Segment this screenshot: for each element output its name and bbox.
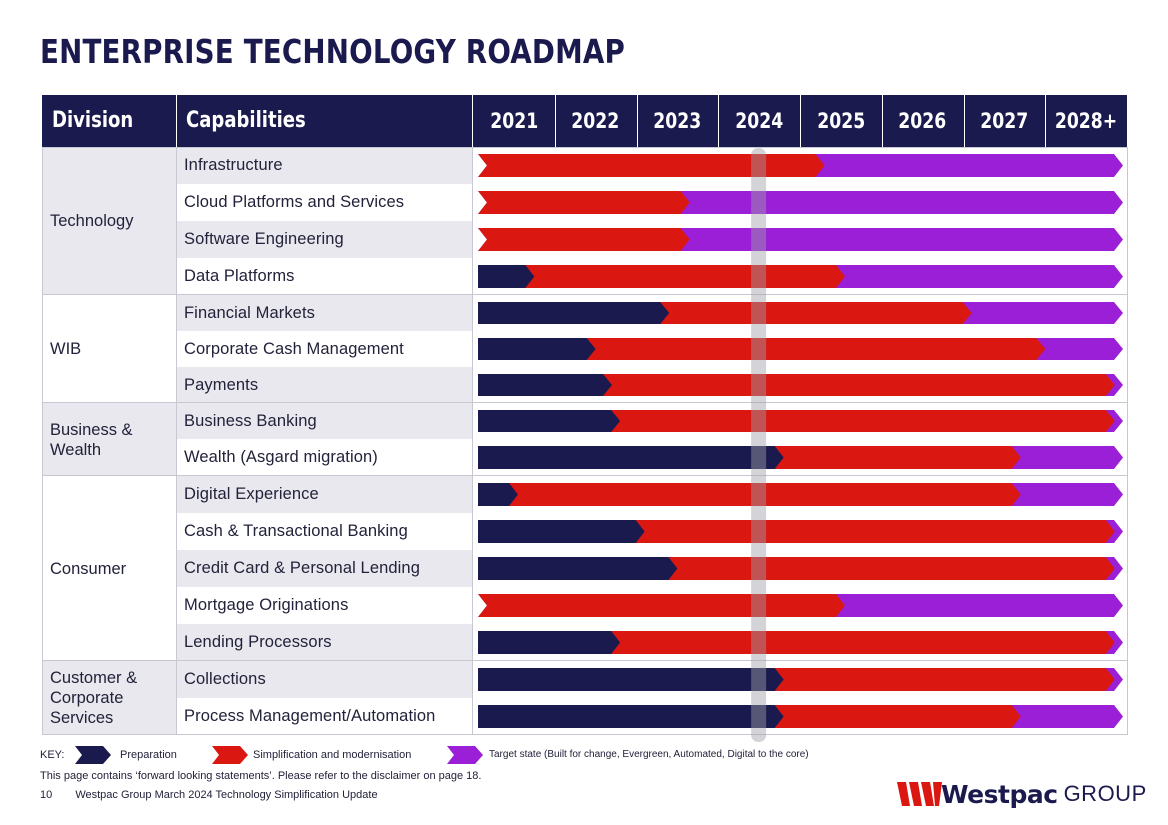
division-name: Consumer bbox=[50, 559, 127, 578]
header-separator bbox=[800, 95, 801, 147]
division-separator bbox=[42, 660, 1127, 661]
year-header: 2025 bbox=[816, 109, 865, 133]
division-column-header: Division bbox=[52, 108, 134, 133]
footer: 10 Westpac Group March 2024 Technology S… bbox=[40, 789, 378, 801]
year-header: 2027 bbox=[980, 109, 1029, 133]
capability-cell: Process Management/Automation bbox=[184, 707, 436, 725]
division-cell: Technology bbox=[42, 147, 176, 295]
header-separator bbox=[881, 95, 883, 147]
capability-cell: Collections bbox=[177, 661, 472, 698]
capability-cell: Wealth (Asgard migration) bbox=[184, 448, 378, 466]
header-separator bbox=[636, 95, 638, 147]
simplification-bar bbox=[478, 374, 1115, 396]
capability-cell: Data Platforms bbox=[184, 267, 295, 285]
page-title: ENTERPRISE TECHNOLOGY ROADMAP bbox=[40, 32, 625, 71]
capability-cell: Payments bbox=[177, 367, 472, 403]
column-separator bbox=[176, 147, 177, 735]
simplification-bar bbox=[478, 228, 690, 251]
simplification-bar bbox=[478, 191, 690, 214]
header-separator bbox=[963, 95, 965, 147]
capability-cell: Cash & Transactional Banking bbox=[184, 522, 408, 540]
column-separator bbox=[472, 147, 473, 735]
simplification-bar bbox=[478, 265, 845, 288]
preparation-bar bbox=[478, 668, 784, 691]
division-cell: Consumer bbox=[42, 476, 176, 661]
simplification-bar bbox=[478, 154, 825, 177]
legend: KEY: Preparation Simplification and mode… bbox=[40, 745, 940, 767]
preparation-bar bbox=[478, 338, 596, 360]
capability-cell: Infrastructure bbox=[177, 147, 472, 184]
preparation-swatch bbox=[75, 746, 111, 764]
year-header: 2024 bbox=[735, 109, 784, 133]
header-separator bbox=[718, 95, 720, 147]
header-separator bbox=[176, 95, 177, 147]
simplification-swatch bbox=[212, 746, 248, 764]
year-header: 2023 bbox=[653, 109, 702, 133]
year-header: 2026 bbox=[898, 109, 947, 133]
capability-cell: Business Banking bbox=[177, 403, 472, 439]
capability-cell: Credit Card & Personal Lending bbox=[177, 550, 472, 587]
preparation-bar bbox=[478, 705, 784, 728]
westpac-w-icon bbox=[897, 782, 942, 806]
roadmap-header bbox=[42, 95, 1127, 147]
disclaimer: This page contains ‘forward looking stat… bbox=[40, 770, 482, 782]
preparation-bar bbox=[478, 520, 645, 543]
preparation-bar bbox=[478, 557, 678, 580]
preparation-bar bbox=[478, 302, 670, 324]
simplification-bar bbox=[478, 483, 1021, 506]
capabilities-column-header: Capabilities bbox=[186, 108, 306, 133]
simplification-bar bbox=[478, 338, 1046, 360]
division-name: WIB bbox=[50, 340, 82, 358]
capability-cell: Financial Markets bbox=[177, 295, 472, 331]
division-separator bbox=[42, 475, 1127, 476]
header-separator bbox=[1045, 95, 1047, 147]
year-header: 2028+ bbox=[1054, 109, 1118, 133]
capability-cell: Software Engineering bbox=[177, 221, 472, 258]
legend-preparation: Preparation bbox=[120, 749, 177, 761]
logo-brand: Westpac bbox=[941, 779, 1058, 809]
capability-cell: Digital Experience bbox=[177, 476, 472, 513]
capability-cell: Lending Processors bbox=[177, 624, 472, 661]
simplification-bar bbox=[478, 594, 845, 617]
simplification-bar bbox=[478, 410, 1115, 432]
page-number: 10 bbox=[40, 789, 53, 801]
division-cell: Customer & Corporate Services bbox=[42, 661, 176, 735]
capability-cell: Cloud Platforms and Services bbox=[184, 193, 405, 211]
capability-cell: Corporate Cash Management bbox=[184, 340, 404, 358]
preparation-bar bbox=[478, 446, 784, 469]
preparation-bar bbox=[478, 631, 621, 654]
legend-label: KEY: bbox=[40, 749, 65, 761]
preparation-bar bbox=[478, 265, 535, 288]
preparation-bar bbox=[478, 483, 518, 506]
legend-simplification: Simplification and modernisation bbox=[253, 749, 412, 761]
legend-target-state: Target state (Built for change, Evergree… bbox=[489, 749, 809, 760]
division-name: Customer & Corporate Services bbox=[50, 669, 138, 727]
year-header: 2022 bbox=[571, 109, 620, 133]
division-cell: Business & Wealth bbox=[42, 403, 176, 476]
header-separator bbox=[472, 95, 473, 147]
table-frame bbox=[42, 147, 1128, 735]
preparation-bar bbox=[478, 410, 621, 432]
division-separator bbox=[42, 402, 1127, 403]
header-separator bbox=[554, 95, 556, 147]
division-name: Business & Wealth bbox=[50, 420, 133, 459]
year-header: 2021 bbox=[489, 109, 538, 133]
simplification-bar bbox=[478, 631, 1115, 654]
current-year-marker bbox=[751, 148, 767, 742]
target-state-swatch bbox=[447, 746, 483, 764]
westpac-logo: Westpac GROUP bbox=[897, 778, 1147, 810]
logo-suffix: GROUP bbox=[1063, 781, 1147, 806]
preparation-bar bbox=[478, 374, 612, 396]
capability-cell: Mortgage Originations bbox=[184, 596, 349, 614]
division-cell: WIB bbox=[42, 295, 176, 403]
division-separator bbox=[42, 294, 1127, 295]
division-name: Technology bbox=[50, 212, 134, 230]
footer-text: Westpac Group March 2024 Technology Simp… bbox=[75, 789, 378, 801]
